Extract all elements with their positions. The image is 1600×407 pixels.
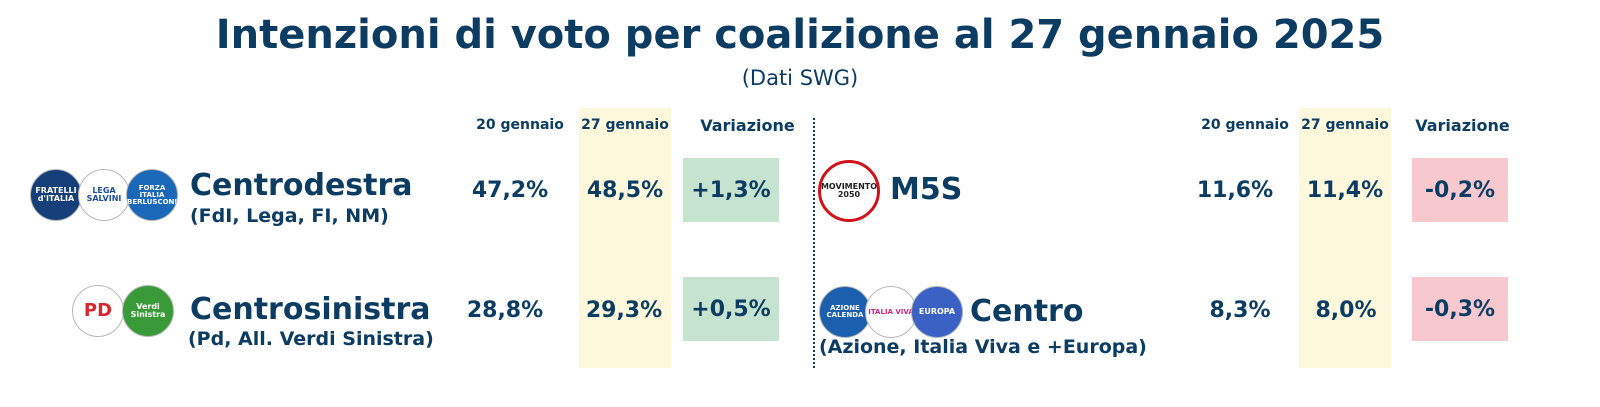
centro-curr: 8,0% (1315, 298, 1377, 323)
centro-logos: AZIONE CALENDA ITALIA VIVA EUROPA (819, 286, 964, 342)
italia-viva-logo-icon: ITALIA VIVA (865, 286, 917, 338)
azione-logo-icon: AZIONE CALENDA (819, 286, 871, 338)
centrosinistra-prev: 28,8% (466, 298, 544, 323)
m5s-curr: 11,4% (1306, 178, 1384, 203)
centrodestra-prev: 47,2% (471, 178, 549, 203)
fratelli-italia-logo-icon: FRATELLI d'ITALIA (30, 169, 82, 221)
header-curr-left: 27 gennaio (581, 117, 669, 133)
centrodestra-curr: 48,5% (586, 178, 664, 203)
header-prev-right: 20 gennaio (1201, 117, 1289, 133)
header-change-left: Variazione (700, 116, 795, 135)
section-divider (813, 118, 815, 368)
centrosinistra-change: +0,5% (683, 277, 779, 341)
centrodestra-logos: FRATELLI d'ITALIA LEGA SALVINI FORZA ITA… (30, 167, 178, 223)
header-curr-right: 27 gennaio (1301, 117, 1389, 133)
m5s-prev: 11,6% (1196, 178, 1274, 203)
m5s-name: M5S (890, 172, 963, 207)
header-change-right: Variazione (1415, 116, 1510, 135)
current-column-highlight-right (1299, 108, 1391, 368)
current-column-highlight-left (579, 108, 671, 368)
centrosinistra-curr: 29,3% (585, 298, 663, 323)
lega-logo-icon: LEGA SALVINI (78, 169, 130, 221)
piu-europa-logo-icon: EUROPA (911, 286, 963, 338)
centro-detail: (Azione, Italia Viva e +Europa) (819, 336, 1147, 358)
centrosinistra-detail: (Pd, All. Verdi Sinistra) (188, 328, 434, 350)
centrosinistra-name: Centrosinistra (190, 292, 431, 327)
centro-name: Centro (970, 294, 1084, 329)
page-subtitle: (Dati SWG) (741, 66, 859, 90)
centro-change: -0,3% (1412, 277, 1508, 341)
centrodestra-name: Centrodestra (190, 168, 413, 203)
m5s-change: -0,2% (1412, 158, 1508, 222)
page-title: Intenzioni di voto per coalizione al 27 … (215, 12, 1385, 58)
centro-prev: 8,3% (1209, 298, 1271, 323)
header-prev-left: 20 gennaio (476, 117, 564, 133)
verdi-sinistra-logo-icon: Verdi Sinistra (122, 285, 174, 337)
pd-logo-icon: PD (72, 285, 124, 337)
forza-italia-logo-icon: FORZA ITALIA BERLUSCONI (126, 169, 178, 221)
centrodestra-detail: (FdI, Lega, FI, NM) (190, 205, 389, 227)
m5s-logo-icon: MOVIMENTO 2050 (818, 160, 880, 222)
centrodestra-change: +1,3% (683, 158, 779, 222)
centrosinistra-logos: PD Verdi Sinistra (72, 285, 177, 339)
